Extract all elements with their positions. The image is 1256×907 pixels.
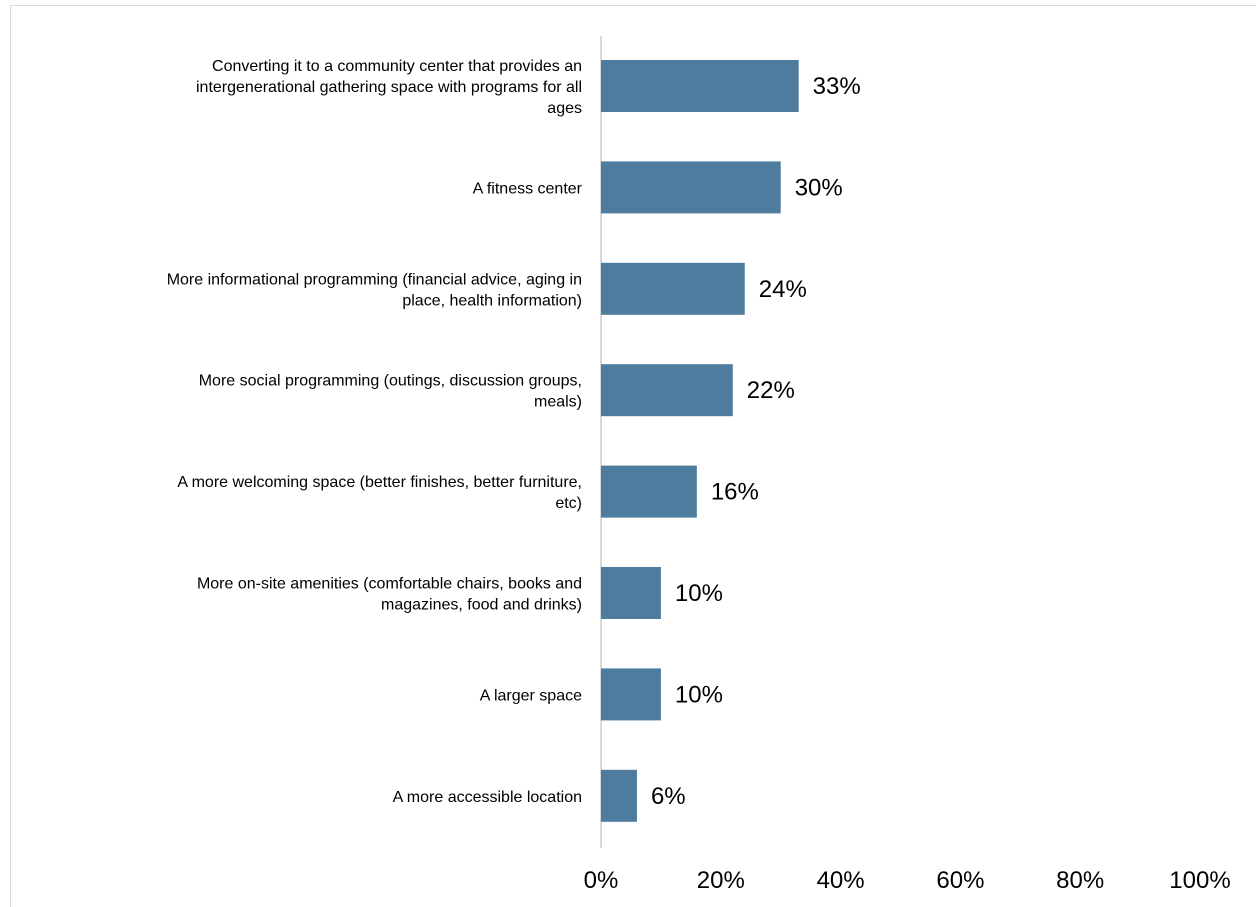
category-label-line: A more welcoming space (better finishes,… xyxy=(177,474,582,491)
value-labels: 33% 30% 24% 22% 16% 10% 10% 6% xyxy=(651,73,861,810)
x-tick-label: 20% xyxy=(697,867,745,894)
value-label: 30% xyxy=(795,174,843,201)
category-label: More informational programming (financia… xyxy=(167,271,582,309)
category-labels: Converting it to a community center that… xyxy=(167,58,583,806)
value-label: 16% xyxy=(711,479,759,506)
value-label: 10% xyxy=(675,681,723,708)
category-label: Converting it to a community center that… xyxy=(196,58,582,117)
category-label: A larger space xyxy=(480,687,582,704)
bar xyxy=(601,364,733,417)
x-tick-label: 40% xyxy=(817,867,865,894)
category-label-line: More informational programming (financia… xyxy=(167,271,582,288)
category-label: More on-site amenities (comfortable chai… xyxy=(197,576,582,614)
bar xyxy=(601,668,661,721)
value-label: 33% xyxy=(813,73,861,100)
x-tick-label: 0% xyxy=(584,867,619,894)
category-label-line: A fitness center xyxy=(473,180,583,197)
x-tick-label: 100% xyxy=(1169,867,1230,894)
category-label: A more welcoming space (better finishes,… xyxy=(177,474,582,512)
x-tick-label: 60% xyxy=(936,867,984,894)
bar xyxy=(601,161,781,214)
category-label-line: More on-site amenities (comfortable chai… xyxy=(197,576,582,593)
bars-layer xyxy=(601,60,799,822)
category-label-line: A larger space xyxy=(480,687,582,704)
value-label: 22% xyxy=(747,377,795,404)
category-label: More social programming (outings, discus… xyxy=(199,373,582,411)
value-label: 6% xyxy=(651,783,686,810)
x-tick-label: 80% xyxy=(1056,867,1104,894)
category-label-line: place, health information) xyxy=(402,292,582,309)
bar xyxy=(601,769,637,822)
bar xyxy=(601,465,697,518)
category-label-line: etc) xyxy=(555,495,582,512)
bar xyxy=(601,262,745,315)
bar xyxy=(601,567,661,619)
value-label: 24% xyxy=(759,276,807,303)
x-axis-ticks: 0% 20% 40% 60% 80% 100% xyxy=(584,867,1231,894)
bar xyxy=(601,60,799,112)
category-label-line: intergenerational gathering space with p… xyxy=(196,79,582,96)
category-label: A fitness center xyxy=(473,180,583,197)
value-label: 10% xyxy=(675,580,723,607)
category-label-line: ages xyxy=(547,100,582,117)
category-label-line: Converting it to a community center that… xyxy=(212,58,582,75)
chart-frame xyxy=(10,5,1256,907)
category-label: A more accessible location xyxy=(393,789,582,806)
category-label-line: A more accessible location xyxy=(393,789,582,806)
category-label-line: magazines, food and drinks) xyxy=(381,597,582,614)
category-label-line: More social programming (outings, discus… xyxy=(199,373,582,390)
category-label-line: meals) xyxy=(534,394,582,411)
